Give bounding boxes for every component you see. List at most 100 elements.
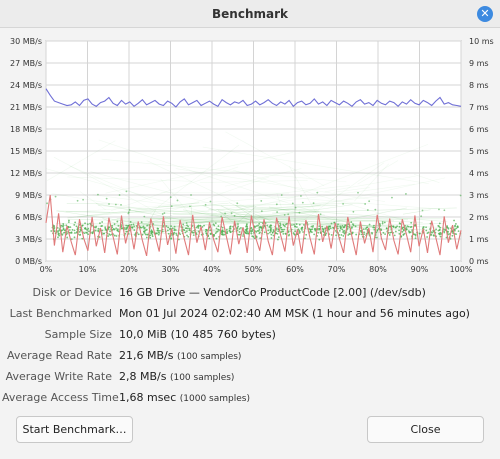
access-point xyxy=(455,227,458,230)
access-point xyxy=(217,228,220,231)
access-point xyxy=(366,226,369,229)
access-point xyxy=(244,231,247,234)
access-point xyxy=(84,222,86,225)
access-point xyxy=(94,229,97,232)
read-rate-value-wrap: 21,6 MB/s (100 samples) xyxy=(119,347,241,366)
access-point xyxy=(258,226,261,229)
access-point xyxy=(205,232,208,235)
access-time-value: 1,68 msec xyxy=(119,391,177,404)
access-point xyxy=(352,224,355,227)
access-point xyxy=(294,233,296,236)
access-point xyxy=(352,210,355,213)
access-point xyxy=(149,236,152,239)
row-device: Disk or Device 16 GB Drive — VendorCo Pr… xyxy=(0,284,500,302)
access-line xyxy=(403,209,431,215)
access-point xyxy=(186,234,188,237)
access-point xyxy=(67,221,70,224)
access-point xyxy=(254,225,257,228)
access-point xyxy=(341,228,344,231)
access-line xyxy=(265,195,438,210)
access-point xyxy=(437,229,440,232)
access-line xyxy=(101,158,347,183)
access-point xyxy=(133,225,136,228)
y-right-tick-label: 10 ms xyxy=(469,37,494,46)
access-line xyxy=(232,169,405,221)
access-point xyxy=(389,231,392,234)
access-point xyxy=(57,232,60,234)
access-point xyxy=(103,232,105,235)
access-point xyxy=(355,233,358,236)
access-point xyxy=(185,222,188,224)
access-point xyxy=(78,230,81,233)
access-point xyxy=(305,233,308,236)
access-point xyxy=(225,228,228,231)
access-point xyxy=(277,236,280,238)
access-line xyxy=(298,177,446,210)
access-point xyxy=(237,225,240,228)
access-line xyxy=(97,205,376,227)
access-point xyxy=(177,238,180,241)
access-point xyxy=(334,230,337,232)
access-point xyxy=(373,228,376,231)
access-point xyxy=(407,225,410,228)
access-point xyxy=(151,235,154,238)
start-benchmark-button[interactable]: Start Benchmark… xyxy=(16,416,133,443)
access-point xyxy=(182,228,185,231)
access-point xyxy=(69,231,71,234)
access-point xyxy=(291,224,293,226)
access-line xyxy=(250,185,350,198)
access-point xyxy=(414,237,417,240)
access-point xyxy=(410,221,413,224)
access-point xyxy=(325,232,328,235)
access-point xyxy=(451,230,454,233)
access-point xyxy=(279,222,282,225)
access-point xyxy=(310,225,313,228)
access-point xyxy=(342,202,344,205)
access-point xyxy=(328,228,330,231)
access-line xyxy=(129,222,266,235)
access-point xyxy=(414,234,417,237)
row-last-benchmarked: Last Benchmarked Mon 01 Jul 2024 02:02:4… xyxy=(0,305,500,323)
access-line xyxy=(212,209,297,215)
access-point xyxy=(381,221,384,223)
access-point xyxy=(364,203,367,205)
access-point xyxy=(398,232,401,235)
access-point xyxy=(53,230,56,233)
y-left-tick-label: 27 MB/s xyxy=(10,59,42,68)
access-line xyxy=(276,193,282,208)
access-point xyxy=(324,227,326,229)
access-line xyxy=(224,168,302,187)
access-point xyxy=(322,228,325,231)
access-point xyxy=(125,190,128,193)
access-point xyxy=(425,226,427,229)
access-point xyxy=(270,233,273,236)
device-label: Disk or Device xyxy=(32,286,113,299)
access-line xyxy=(220,205,266,229)
close-button[interactable]: Close xyxy=(367,416,484,443)
access-point xyxy=(129,221,132,223)
access-point xyxy=(250,229,252,232)
access-point xyxy=(143,226,146,229)
access-point xyxy=(76,199,79,202)
access-point xyxy=(269,231,271,234)
access-point xyxy=(351,231,354,234)
x-tick-label: 70% xyxy=(328,265,346,274)
access-point xyxy=(176,199,179,202)
access-point xyxy=(187,235,190,238)
access-point xyxy=(303,223,305,226)
access-point xyxy=(342,231,345,234)
access-point xyxy=(298,223,301,226)
access-time-label: Average Access Time xyxy=(2,391,119,404)
access-point xyxy=(398,229,400,232)
access-point xyxy=(366,209,369,211)
access-point xyxy=(360,233,363,236)
y-right-tick-label: 6 ms xyxy=(469,125,489,134)
access-line xyxy=(413,174,440,183)
access-point xyxy=(53,225,56,228)
close-window-icon[interactable]: ✕ xyxy=(477,6,493,22)
x-tick-label: 100% xyxy=(450,265,473,274)
access-point xyxy=(280,194,283,196)
access-point xyxy=(437,224,440,227)
access-point xyxy=(287,234,290,237)
access-point xyxy=(75,225,78,228)
